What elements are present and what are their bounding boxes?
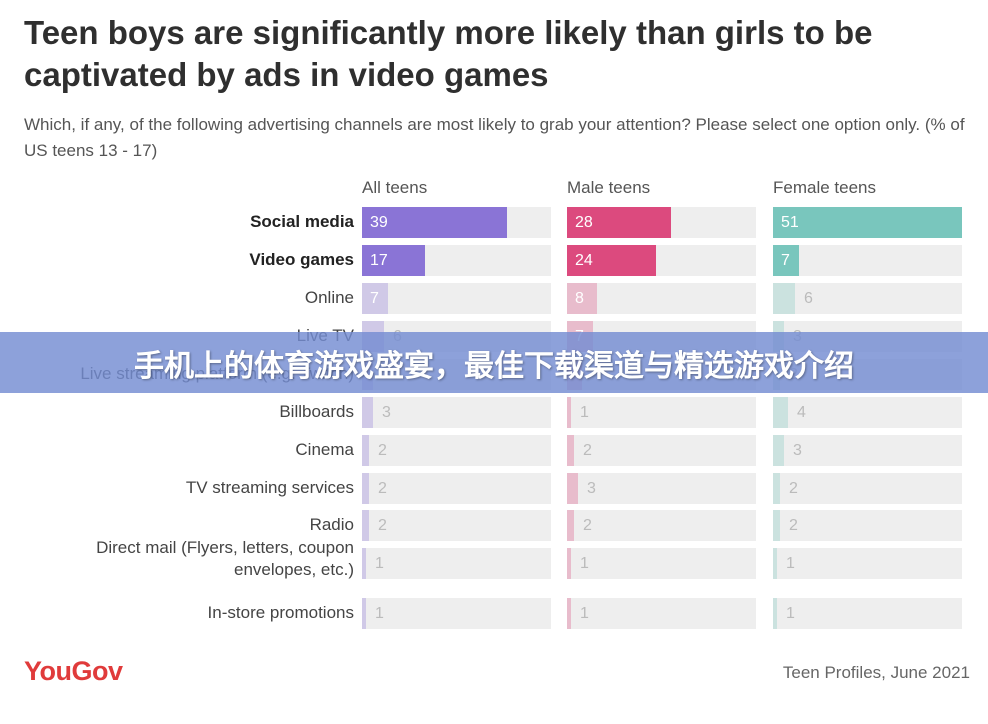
row-label-social-media: Social media xyxy=(250,212,354,231)
row-label-billboards: Billboards xyxy=(279,402,354,421)
bar-track: 8 xyxy=(567,283,756,314)
data-label: 39 xyxy=(370,214,388,231)
yougov-logo: YouGov xyxy=(24,656,123,686)
bar-male-teens-online xyxy=(567,283,597,314)
bar-track: 2 xyxy=(773,473,962,504)
bar-track: 3 xyxy=(773,435,962,466)
bar-track: 51 xyxy=(773,207,962,238)
bar-all-teens-radio xyxy=(362,510,369,541)
bar-track: 6 xyxy=(773,283,962,314)
data-label: 1 xyxy=(786,555,795,572)
data-label: 2 xyxy=(378,442,387,459)
bar-female-teens-social-media xyxy=(773,207,962,238)
bar-track: 2 xyxy=(362,435,551,466)
bar-track: 3 xyxy=(567,473,756,504)
overlay-banner: 手机上的体育游戏盛宴，最佳下载渠道与精选游戏介绍 xyxy=(0,332,988,393)
data-label: 7 xyxy=(370,290,379,307)
bar-track: 28 xyxy=(567,207,756,238)
data-label: 4 xyxy=(797,404,806,421)
bar-track: 1 xyxy=(567,598,756,629)
bar-female-teens-tv-streaming-services xyxy=(773,473,780,504)
bar-female-teens-direct-mail-flyers-letters-coupon-envelopes-etc xyxy=(773,548,777,579)
data-label: 1 xyxy=(375,605,384,622)
column-header-female-teens: Female teens xyxy=(773,178,876,197)
bar-all-teens-social-media xyxy=(362,207,507,238)
bar-female-teens-radio xyxy=(773,510,780,541)
bar-track: 2 xyxy=(362,473,551,504)
overlay-banner-text: 手机上的体育游戏盛宴，最佳下载渠道与精选游戏介绍 xyxy=(134,348,854,384)
row-label-online: Online xyxy=(304,288,354,307)
data-label: 24 xyxy=(575,252,593,269)
bar-track: 1 xyxy=(362,548,551,579)
bar-all-teens-in-store-promotions xyxy=(362,598,366,629)
bar-male-teens-radio xyxy=(567,510,574,541)
bar-male-teens-billboards xyxy=(567,397,571,428)
bar-track: 1 xyxy=(567,397,756,428)
bar-track: 2 xyxy=(567,435,756,466)
bar-track: 39 xyxy=(362,207,551,238)
bar-track: 1 xyxy=(567,548,756,579)
data-label: 2 xyxy=(789,480,798,497)
row-label-tv-streaming-services: TV streaming services xyxy=(185,478,354,497)
bar-track: 7 xyxy=(362,283,551,314)
bar-track: 4 xyxy=(773,397,962,428)
row-label-direct-mail-flyers-letters-coupon-envelopes-etc: Direct mail (Flyers, letters, coupon enve… xyxy=(96,538,354,579)
data-label: 2 xyxy=(378,517,387,534)
bar-male-teens-cinema xyxy=(567,435,574,466)
bar-female-teens-video-games xyxy=(773,245,799,276)
bar-all-teens-direct-mail-flyers-letters-coupon-envelopes-etc xyxy=(362,548,366,579)
bar-all-teens-tv-streaming-services xyxy=(362,473,369,504)
data-label: 3 xyxy=(587,480,596,497)
bar-female-teens-cinema xyxy=(773,435,784,466)
data-label: 1 xyxy=(786,605,795,622)
data-label: 2 xyxy=(789,517,798,534)
data-label: 7 xyxy=(781,252,790,269)
bar-all-teens-cinema xyxy=(362,435,369,466)
chart-title: Teen boys are significantly more likely … xyxy=(24,14,873,93)
bar-track: 7 xyxy=(773,245,962,276)
bar-male-teens-social-media xyxy=(567,207,671,238)
bar-track: 2 xyxy=(567,510,756,541)
bar-male-teens-in-store-promotions xyxy=(567,598,571,629)
column-header-all-teens: All teens xyxy=(362,178,428,197)
data-label: 1 xyxy=(580,555,589,572)
data-label: 3 xyxy=(793,442,802,459)
bar-all-teens-billboards xyxy=(362,397,373,428)
bar-female-teens-in-store-promotions xyxy=(773,598,777,629)
data-label: 6 xyxy=(804,290,813,307)
bar-track: 24 xyxy=(567,245,756,276)
bar-track: 1 xyxy=(773,548,962,579)
data-label: 28 xyxy=(575,214,593,231)
data-label: 1 xyxy=(375,555,384,572)
row-label-in-store-promotions: In-store promotions xyxy=(207,603,354,622)
bar-track: 1 xyxy=(773,598,962,629)
data-label: 8 xyxy=(575,290,584,307)
data-label: 51 xyxy=(781,214,799,231)
bar-track: 2 xyxy=(362,510,551,541)
data-label: 2 xyxy=(378,480,387,497)
data-label: 17 xyxy=(370,252,388,269)
bar-track: 2 xyxy=(773,510,962,541)
data-label: 2 xyxy=(583,517,592,534)
row-label-radio: Radio xyxy=(309,515,354,534)
chart-subtitle: Which, if any, of the following advertis… xyxy=(24,115,965,160)
bar-track: 3 xyxy=(362,397,551,428)
bar-female-teens-online xyxy=(773,283,795,314)
row-label-video-games: Video games xyxy=(249,250,354,269)
bar-male-teens-direct-mail-flyers-letters-coupon-envelopes-etc xyxy=(567,548,571,579)
data-label: 1 xyxy=(580,404,589,421)
bar-track: 17 xyxy=(362,245,551,276)
source-note: Teen Profiles, June 2021 xyxy=(782,663,970,682)
bar-all-teens-video-games xyxy=(362,245,425,276)
bar-all-teens-online xyxy=(362,283,388,314)
bar-male-teens-video-games xyxy=(567,245,656,276)
data-label: 1 xyxy=(580,605,589,622)
bar-female-teens-billboards xyxy=(773,397,788,428)
bar-male-teens-tv-streaming-services xyxy=(567,473,578,504)
column-header-male-teens: Male teens xyxy=(567,178,651,197)
data-label: 3 xyxy=(382,404,391,421)
data-label: 2 xyxy=(583,442,592,459)
row-label-cinema: Cinema xyxy=(295,440,354,459)
bar-track: 1 xyxy=(362,598,551,629)
